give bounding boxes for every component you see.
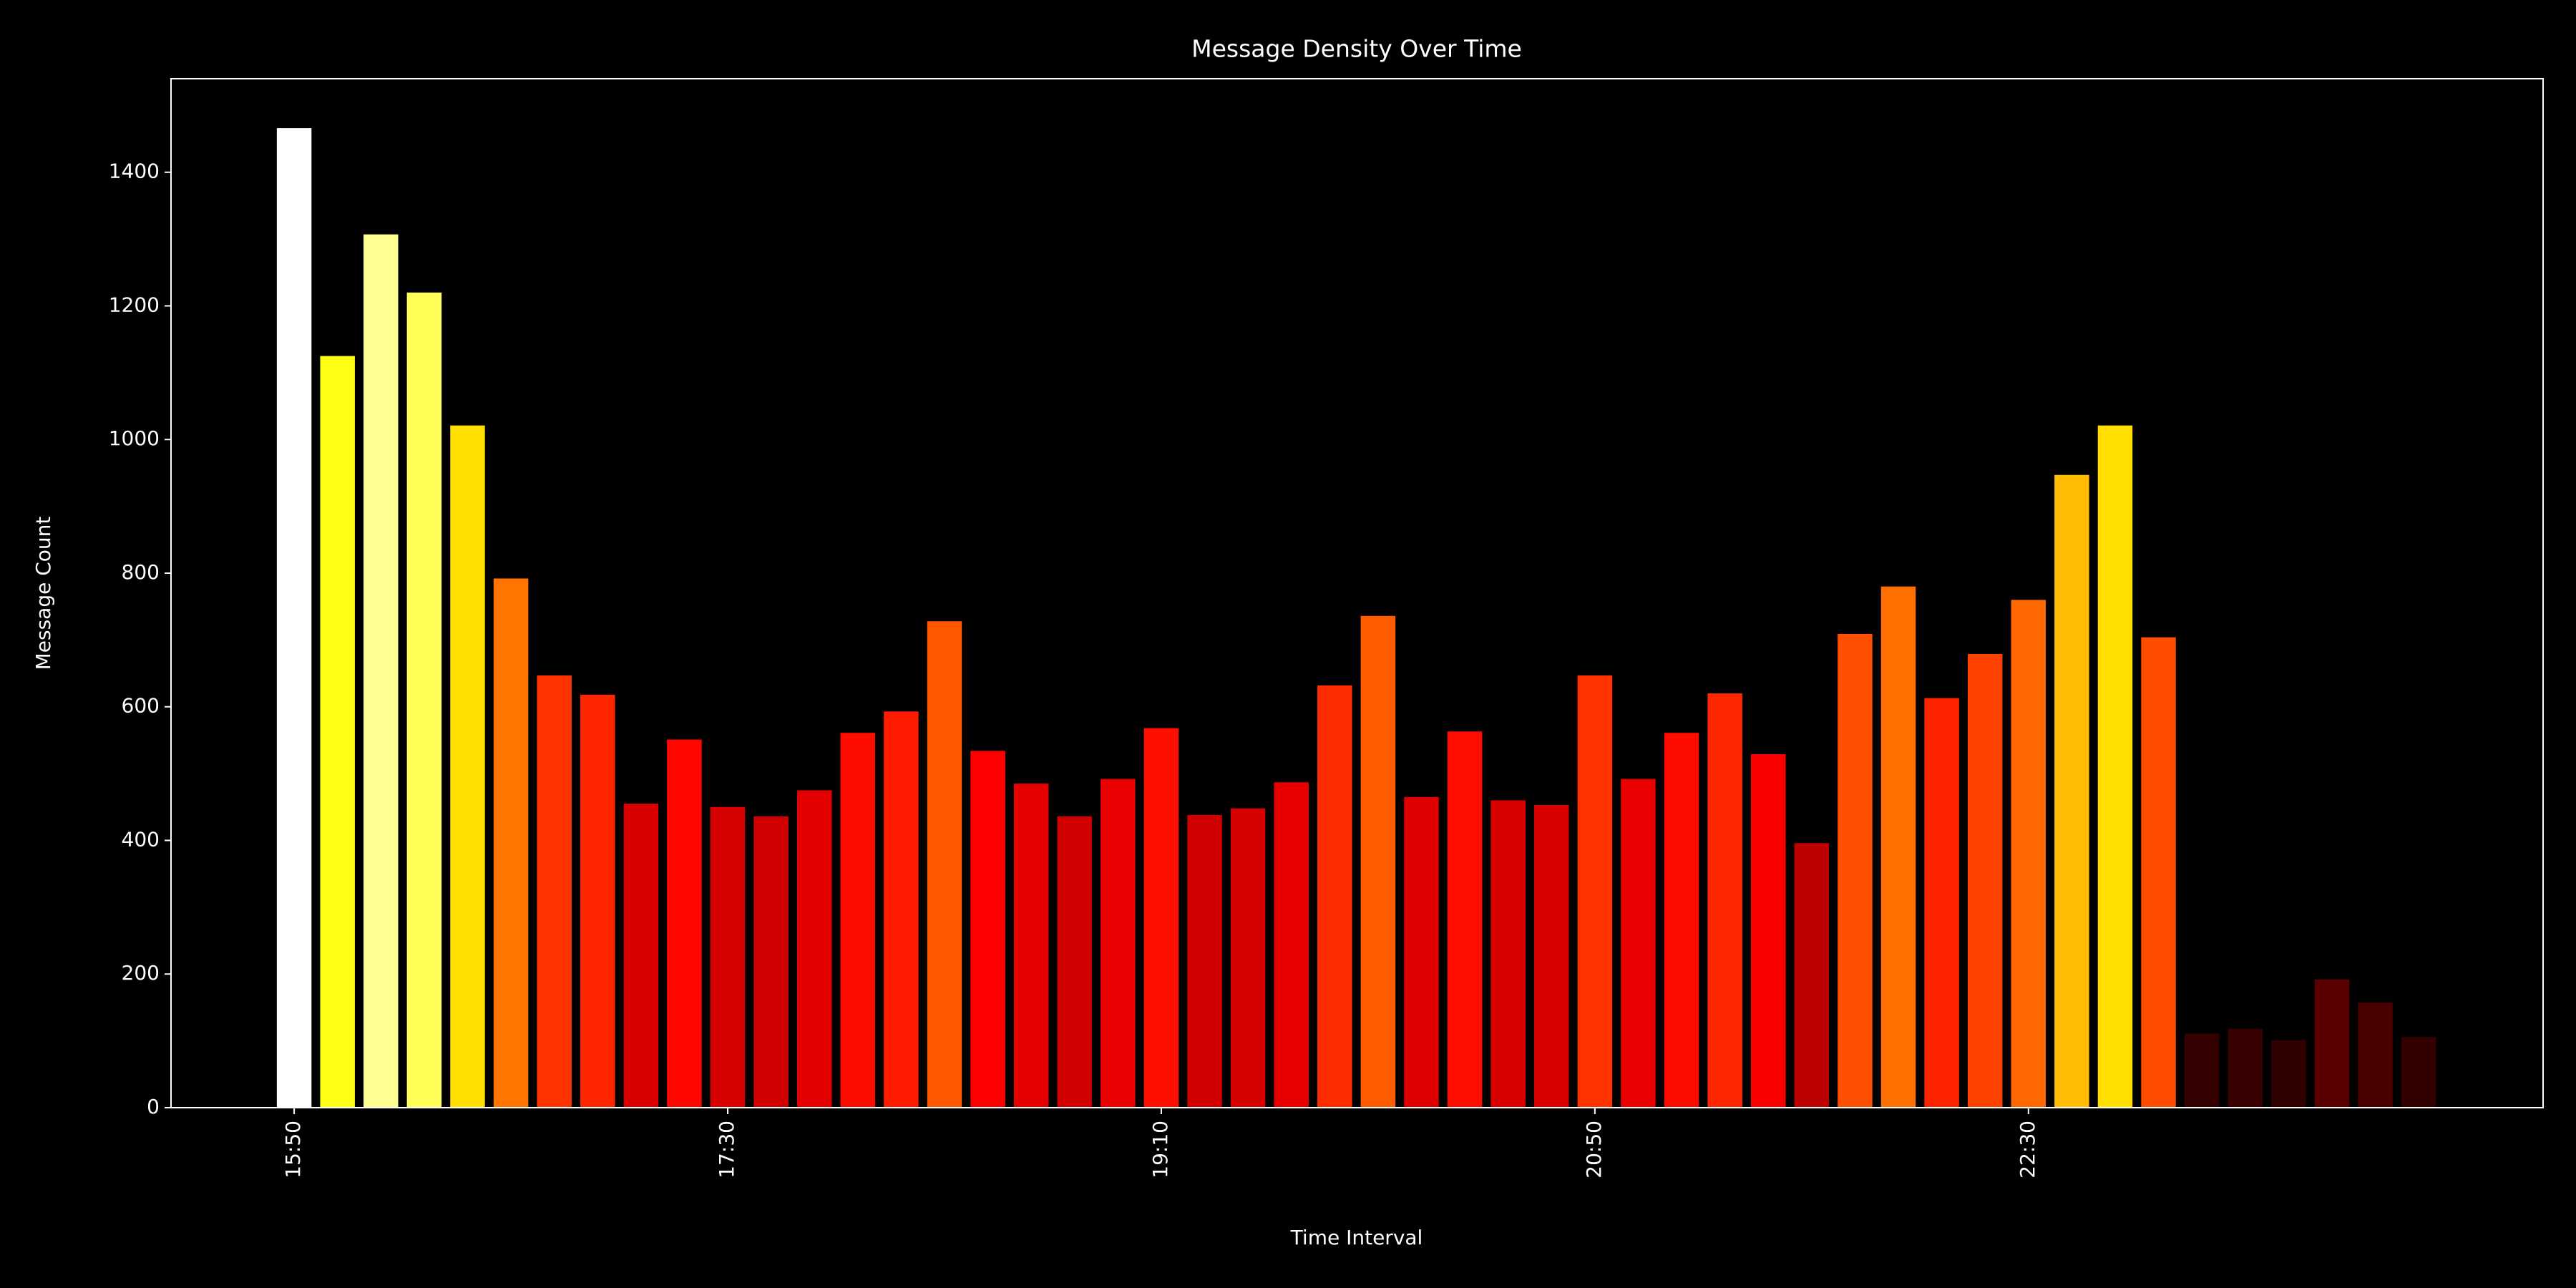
bar xyxy=(1447,731,1483,1108)
y-tick-label: 600 xyxy=(122,694,160,718)
bar xyxy=(2401,1037,2436,1108)
y-tick-label: 1400 xyxy=(109,160,160,183)
bar xyxy=(927,621,962,1108)
y-axis-label: Message Count xyxy=(31,517,55,670)
bar xyxy=(623,804,659,1108)
bar xyxy=(753,816,789,1108)
bar xyxy=(2141,637,2176,1108)
plot-frame xyxy=(170,78,2544,1108)
y-tick-label: 400 xyxy=(122,827,160,851)
bar xyxy=(1274,782,1309,1108)
bar xyxy=(1317,685,1352,1108)
x-tick-label: 19:10 xyxy=(1148,1121,1172,1179)
x-tick-label: 20:50 xyxy=(1582,1121,1606,1179)
bar xyxy=(2097,425,2133,1108)
bar xyxy=(537,675,572,1108)
x-axis-label: Time Interval xyxy=(1290,1226,1423,1249)
y-tick-label: 0 xyxy=(147,1095,160,1118)
bar xyxy=(1187,815,1222,1108)
x-tick-label: 17:30 xyxy=(715,1121,738,1179)
bar xyxy=(2054,474,2089,1108)
y-tick-label: 800 xyxy=(122,560,160,584)
bar xyxy=(2228,1028,2263,1108)
bar xyxy=(450,425,485,1108)
bar xyxy=(1880,586,1916,1108)
bar xyxy=(1013,784,1049,1108)
bar xyxy=(1534,805,1569,1108)
y-tick-label: 1200 xyxy=(109,293,160,316)
bar xyxy=(1707,693,1742,1108)
x-tick-label: 15:50 xyxy=(281,1121,305,1179)
bar xyxy=(1101,779,1136,1108)
bar xyxy=(320,356,355,1108)
bar xyxy=(1491,800,1526,1108)
bar xyxy=(1924,698,1959,1108)
bar xyxy=(1577,675,1613,1108)
bar xyxy=(1143,728,1179,1108)
bar xyxy=(884,711,919,1108)
bar xyxy=(1794,843,1830,1108)
bar xyxy=(364,234,399,1108)
bar xyxy=(1230,808,1266,1108)
bar xyxy=(1967,653,2003,1108)
x-tick-label: 22:30 xyxy=(2016,1121,2039,1179)
bar xyxy=(710,806,746,1108)
bar xyxy=(1360,615,1396,1108)
bar xyxy=(1404,796,1439,1108)
bar xyxy=(970,751,1005,1108)
bar xyxy=(1621,779,1656,1108)
y-tick-label: 1000 xyxy=(109,426,160,450)
bar xyxy=(667,739,702,1108)
bar xyxy=(1750,754,1786,1108)
bar xyxy=(796,790,832,1108)
bar xyxy=(406,292,442,1108)
bar xyxy=(276,128,312,1108)
bar xyxy=(840,733,876,1108)
bar xyxy=(580,694,615,1108)
bar xyxy=(2184,1033,2220,1108)
chart-title: Message Density Over Time xyxy=(1191,35,1522,63)
y-tick-label: 200 xyxy=(122,961,160,985)
bar xyxy=(1664,733,1699,1108)
bar xyxy=(2314,979,2350,1108)
bar xyxy=(2011,600,2046,1108)
bar xyxy=(1838,633,1873,1108)
bar xyxy=(493,578,529,1108)
bar xyxy=(1057,816,1092,1108)
bar xyxy=(2358,1002,2393,1108)
bar xyxy=(2271,1040,2306,1108)
